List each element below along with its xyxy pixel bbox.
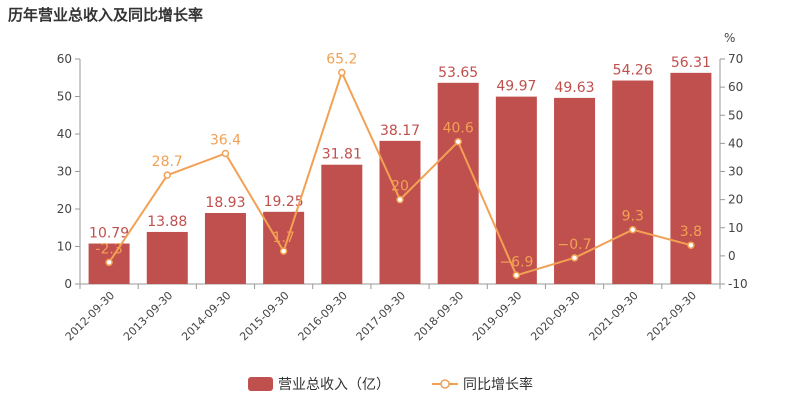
- bar-value-label: 54.26: [613, 63, 653, 79]
- growth-point: [105, 258, 113, 267]
- growth-value-label: 3.8: [680, 224, 702, 240]
- y-left-tick-label: 20: [57, 202, 72, 216]
- bar-value-label: 56.31: [671, 55, 711, 71]
- growth-point: [338, 68, 346, 77]
- bar-value-label: 49.97: [496, 79, 536, 95]
- growth-value-label: -2.3: [95, 241, 122, 257]
- y-left-tick-label: 10: [57, 240, 72, 254]
- bar: [321, 164, 363, 284]
- bar-value-label: 53.65: [438, 65, 478, 81]
- bar-value-label: 13.88: [147, 214, 187, 230]
- y-right-tick-label: 20: [728, 193, 743, 207]
- bar-value-label: 31.81: [322, 147, 362, 163]
- y-right-tick-label: -10: [728, 277, 748, 291]
- bar: [495, 96, 537, 284]
- growth-point: [279, 247, 288, 255]
- x-tick-label: 2014-09-30: [179, 289, 233, 343]
- y-left-tick-label: 50: [57, 90, 72, 104]
- x-tick-label: 2020-09-30: [528, 289, 582, 343]
- bar: [612, 80, 654, 285]
- bar: [437, 82, 479, 284]
- y-right-tick-label: 60: [728, 80, 743, 94]
- y-right-tick-label: 40: [728, 136, 743, 150]
- y-right-tick-label: 10: [728, 221, 743, 235]
- x-tick-label: 2019-09-30: [470, 289, 524, 343]
- legend-bar-swatch: [248, 377, 273, 391]
- legend-line-marker: [440, 379, 450, 389]
- bar-value-label: 19.25: [264, 194, 304, 210]
- growth-value-label: 9.3: [622, 209, 644, 225]
- growth-value-label: −0.7: [558, 237, 592, 253]
- growth-value-label: 1.7: [273, 230, 295, 246]
- growth-point: [570, 254, 579, 262]
- bar-value-label: 10.79: [89, 226, 129, 242]
- y-right-tick-label: 50: [728, 108, 743, 122]
- bar: [670, 72, 712, 285]
- y-left-tick-label: 30: [57, 165, 72, 179]
- x-tick-label: 2021-09-30: [586, 289, 640, 343]
- growth-point: [454, 137, 462, 146]
- x-tick-label: 2022-09-30: [645, 289, 699, 343]
- bar: [554, 97, 596, 284]
- legend-bar-label: 营业总收入（亿）: [278, 377, 390, 393]
- growth-point: [687, 241, 695, 249]
- y-left-tick-label: 0: [64, 277, 72, 291]
- growth-value-label: 65.2: [326, 52, 357, 68]
- y-left-tick-label: 40: [57, 127, 72, 141]
- bar-value-label: 49.63: [554, 80, 594, 96]
- bar: [204, 213, 246, 284]
- growth-point: [628, 225, 637, 234]
- bar-value-label: 38.17: [380, 123, 420, 139]
- growth-point: [512, 271, 521, 280]
- legend-line-label: 同比增长率: [463, 376, 533, 393]
- bar: [146, 231, 188, 284]
- growth-value-label: 40.6: [443, 121, 474, 137]
- y-left-tick-label: 60: [57, 52, 72, 66]
- y-right-tick-label: 30: [728, 165, 743, 179]
- growth-value-label: 28.7: [152, 154, 183, 170]
- x-tick-label: 2012-09-30: [63, 289, 117, 343]
- growth-point: [221, 149, 230, 158]
- x-tick-label: 2013-09-30: [121, 289, 175, 343]
- y-right-tick-label: 70: [728, 52, 743, 66]
- x-tick-label: 2016-09-30: [296, 289, 350, 343]
- growth-value-label: 36.4: [210, 133, 241, 149]
- y-right-unit: %: [724, 31, 735, 45]
- growth-point: [396, 195, 404, 204]
- bar: [379, 140, 421, 284]
- bar-value-label: 18.93: [205, 195, 245, 211]
- chart-title: 历年营业总收入及同比增长率: [8, 6, 204, 24]
- y-right-tick-label: 0: [728, 249, 736, 263]
- x-tick-label: 2018-09-30: [412, 289, 466, 343]
- growth-value-label: −6.9: [499, 254, 533, 270]
- growth-point: [163, 171, 172, 179]
- growth-value-label: 20: [391, 179, 409, 195]
- x-tick-label: 2017-09-30: [354, 289, 408, 343]
- x-tick-label: 2015-09-30: [237, 289, 291, 343]
